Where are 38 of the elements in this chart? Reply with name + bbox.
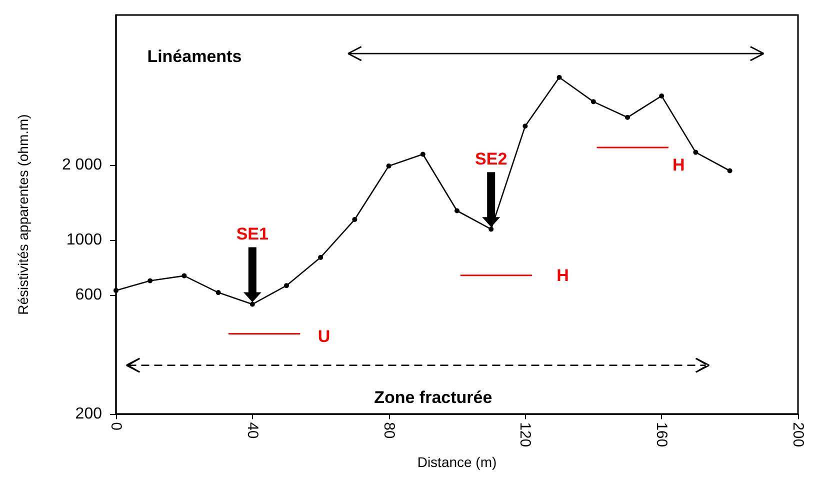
point (386, 163, 392, 168)
point (114, 288, 118, 293)
x-axis-title: Distance (m) (417, 454, 497, 470)
annotation: H (672, 155, 685, 174)
point (250, 302, 255, 307)
x-tick-label: 0 (108, 422, 124, 430)
point (522, 124, 528, 129)
x-tick-label: 160 (653, 422, 670, 448)
y-tick-label: 1000 (66, 231, 102, 248)
point (625, 114, 630, 120)
point (590, 99, 596, 104)
x-tick-label: 200 (790, 422, 806, 448)
point (488, 226, 494, 232)
annotation: SE1 (236, 224, 268, 244)
point (148, 278, 153, 284)
annotation: Linéaments (147, 47, 242, 66)
y-tick-label: 2 000 (62, 156, 102, 174)
annotation: Zone fracturée (374, 388, 492, 408)
point (318, 254, 324, 260)
point (182, 273, 187, 278)
point (659, 93, 664, 98)
y-tick-label: 200 (75, 406, 102, 423)
point (693, 150, 698, 155)
y-tick-label: 600 (75, 286, 102, 304)
y-axis-title: Résistivités apparentes (ohm.m) (15, 114, 31, 315)
point (284, 283, 289, 288)
annotation: U (318, 326, 330, 346)
point (727, 168, 732, 174)
point (216, 290, 221, 296)
point (420, 152, 426, 157)
x-tick-label: 40 (244, 422, 261, 439)
annotation: SE2 (475, 150, 508, 169)
annotation: H (556, 266, 569, 285)
point (352, 217, 358, 222)
point (454, 208, 460, 214)
x-tick-label: 120 (516, 422, 534, 448)
point (556, 74, 562, 80)
x-tick-label: 80 (380, 422, 398, 439)
